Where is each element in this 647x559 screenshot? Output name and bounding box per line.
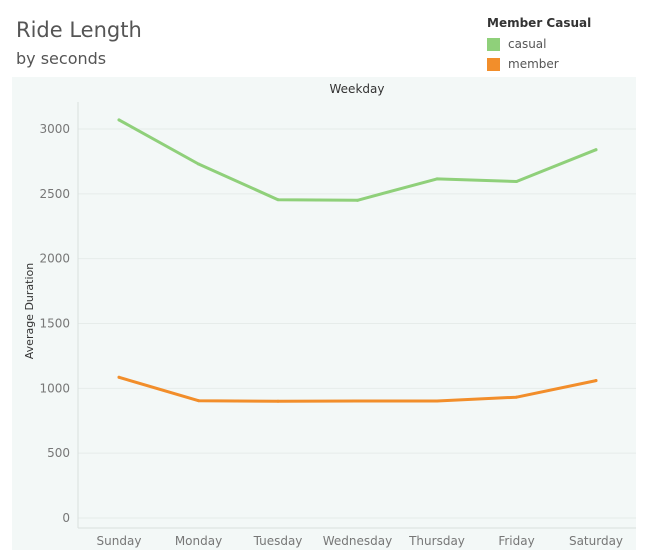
x-tick-label: Saturday [569,534,623,548]
legend-title: Member Casual [487,16,592,30]
data-point-member [276,399,280,403]
data-point-member [594,379,598,383]
y-tick-label: 2000 [39,252,70,266]
data-point-casual [515,180,518,184]
series-line-casual [117,118,598,202]
data-point-casual [117,118,121,122]
y-axis-label: Average Duration [23,263,36,359]
plot-background [12,77,636,550]
y-tick-label: 1500 [39,317,70,331]
x-tick-label: Friday [498,534,534,548]
legend-label-casual: casual [508,37,547,51]
y-tick-label: 1000 [39,381,70,395]
x-tick-label: Wednesday [323,534,392,548]
data-point-member [435,399,439,403]
data-point-member [117,375,121,379]
chart-subtitle: by seconds [16,49,107,68]
chart-title: Ride Length [16,18,142,42]
x-tick-label: Tuesday [253,534,303,548]
y-tick-label: 0 [62,511,70,525]
column-header: Weekday [330,82,385,96]
legend-label-member: member [508,57,559,71]
y-tick-label: 2500 [39,187,70,201]
legend-swatch-member [487,57,500,71]
legend-item-member[interactable]: member [487,54,591,74]
legend: Member Casual casual member [487,16,591,74]
series-line-member [117,375,598,403]
x-tick-label: Thursday [408,534,465,548]
legend-swatch-casual [487,37,500,51]
data-point-member [515,395,518,399]
data-point-member [356,399,359,403]
data-point-casual [356,198,359,202]
data-point-member [197,399,200,403]
data-point-casual [594,148,598,152]
y-tick-label: 3000 [39,122,70,136]
data-point-casual [435,177,439,181]
legend-item-casual[interactable]: casual [487,34,591,54]
data-point-casual [197,162,200,166]
x-tick-label: Monday [175,534,222,548]
y-tick-label: 500 [47,446,70,460]
x-tick-label: Sunday [97,534,142,548]
data-point-casual [276,198,280,202]
